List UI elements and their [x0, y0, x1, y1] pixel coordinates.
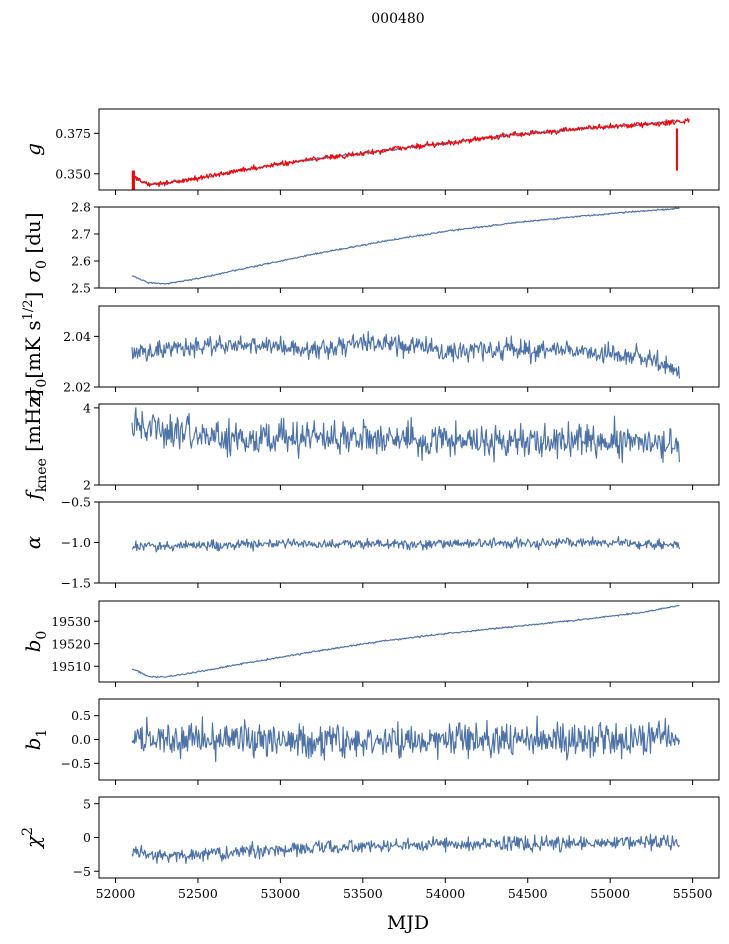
series-line-alpha-0 — [131, 536, 680, 553]
x-tick-label: 53500 — [343, 886, 383, 901]
axes-frame — [98, 206, 720, 289]
y-tick-label: 19530 — [51, 614, 91, 629]
y-tick-label: −1.0 — [61, 535, 91, 550]
y-tick-label: 4 — [83, 400, 91, 415]
series-line-b1-0 — [131, 715, 680, 763]
panel-fknee: 2 4 fknee [mHz] — [21, 389, 720, 502]
y-tick-label: 2.5 — [71, 281, 91, 296]
x-tick-label: 54500 — [508, 886, 548, 901]
panel-sigma0_mK: 2.02 2.04 σ0[mK s1/2] — [21, 292, 720, 402]
y-axis-label-fknee: fknee [mHz] — [21, 389, 50, 501]
x-tick-label: 53000 — [261, 886, 301, 901]
x-tick-label: 54000 — [425, 886, 465, 901]
y-tick-label: 19510 — [51, 659, 91, 674]
y-axis-label-b1: b1 — [21, 729, 50, 751]
panel-chi2: −5 0 5 52000 52500 53000 53500 54000 54500 55000 5… — [20, 796, 720, 901]
y-tick-label: 0.375 — [55, 126, 91, 141]
y-axis-label-sigma0_du: σ0 [du] — [21, 212, 50, 282]
y-tick-label: −1.5 — [61, 576, 91, 591]
y-tick-label: 0.5 — [71, 708, 91, 723]
series-line-chi2-0 — [131, 833, 680, 864]
y-tick-label: 19520 — [51, 636, 91, 651]
y-tick-label: 5 — [83, 796, 91, 811]
panel-alpha: −1.5 −1.0 −0.5 α — [21, 495, 720, 591]
series-line-sigma0_du-0 — [131, 207, 680, 285]
series-line-b0-0 — [132, 604, 680, 679]
series-line-g-1 — [131, 117, 690, 188]
y-tick-label: −5 — [73, 864, 91, 879]
y-tick-label: 2.8 — [71, 200, 91, 215]
y-axis-label-sigma0_mK: σ0[mK s1/2] — [21, 292, 50, 402]
axes-frame — [98, 305, 720, 388]
y-tick-label: 2.7 — [71, 227, 91, 242]
axes-frame — [98, 600, 720, 683]
panel-sigma0_du: 2.5 2.6 2.7 2.8 σ0 [du] — [21, 200, 720, 296]
x-tick-label: 55500 — [673, 886, 713, 901]
y-tick-label: 0.0 — [71, 732, 91, 747]
axes-frame — [98, 108, 720, 191]
y-tick-label: 2.6 — [71, 254, 91, 269]
y-tick-label: 0 — [83, 830, 91, 845]
x-axis-label: MJD — [387, 912, 429, 934]
axes-frame — [98, 796, 720, 879]
panel-b1: −0.5 0.0 0.5 b1 — [21, 698, 720, 785]
y-tick-label: 2.02 — [63, 380, 91, 395]
figure-title: 000480 — [371, 11, 424, 27]
x-tick-label: 52000 — [96, 886, 136, 901]
y-tick-label: 0.350 — [55, 166, 91, 181]
panels-group: 0.350 0.375 g 2.5 2.6 2.7 2.8 σ0 [du] 2.02 2.04 σ0… — [20, 108, 720, 901]
y-axis-label-chi2: χ2 — [20, 827, 45, 850]
series-line-sigma0_mK-0 — [131, 330, 680, 379]
panel-g: 0.350 0.375 g — [21, 108, 720, 195]
y-tick-label: −0.5 — [61, 495, 91, 510]
axes-frame — [98, 501, 720, 584]
y-tick-label: −0.5 — [61, 756, 91, 771]
x-tick-label: 52500 — [178, 886, 218, 901]
y-tick-label: 2.04 — [63, 329, 91, 344]
y-tick-label: 2 — [83, 478, 91, 493]
y-axis-label-alpha: α — [21, 535, 45, 549]
x-tick-label: 55000 — [590, 886, 630, 901]
series-line-fknee-0 — [131, 407, 680, 464]
y-axis-label-g: g — [21, 143, 45, 156]
y-axis-label-b0: b0 — [21, 631, 50, 653]
axes-frame — [98, 403, 720, 486]
